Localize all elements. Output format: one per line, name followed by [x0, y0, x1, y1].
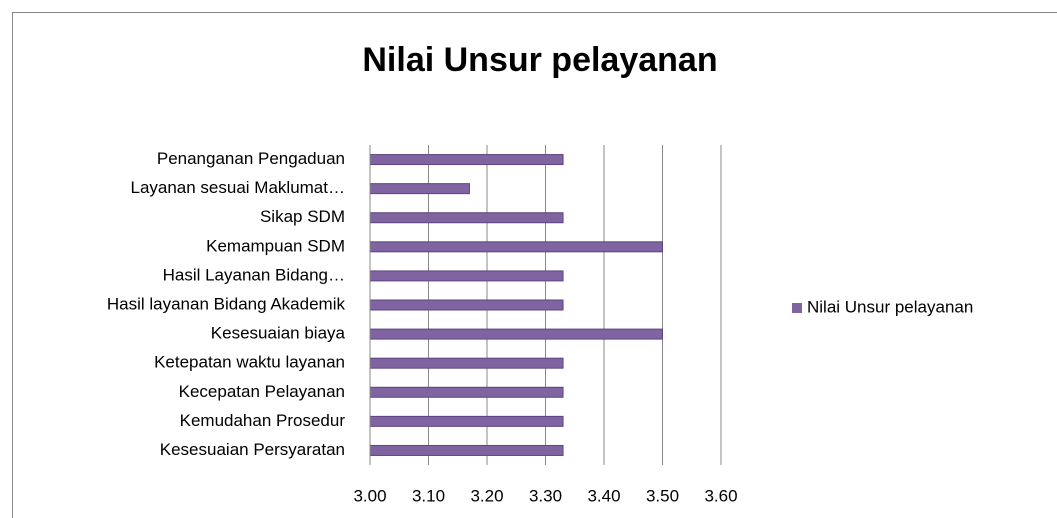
y-tick-label: Kemudahan Prosedur — [180, 411, 346, 430]
chart-title: Nilai Unsur pelayanan — [362, 41, 717, 79]
legend-swatch — [792, 303, 802, 313]
x-tick-label: 3.30 — [529, 486, 562, 505]
y-tick-label: Kecepatan Pelayanan — [179, 382, 345, 401]
bar — [369, 386, 564, 398]
y-tick-label: Kemampuan SDM — [206, 236, 345, 255]
bar — [369, 357, 564, 369]
x-tick-label: 3.00 — [353, 486, 386, 505]
bar — [369, 270, 564, 282]
y-tick-label: Sikap SDM — [260, 207, 345, 226]
y-tick-label: Penanganan Pengaduan — [157, 149, 345, 168]
bar — [369, 299, 564, 311]
x-tick-label: 3.50 — [646, 486, 679, 505]
y-tick-label: Hasil layanan Bidang Akademik — [107, 294, 346, 313]
x-tick-label: 3.10 — [412, 486, 445, 505]
legend-label: Nilai Unsur pelayanan — [807, 297, 973, 316]
bar — [369, 415, 564, 427]
x-tick-label: 3.60 — [704, 486, 737, 505]
y-tick-label: Ketepatan waktu layanan — [154, 353, 345, 372]
bar — [369, 328, 663, 340]
y-tick-label: Kesesuaian biaya — [211, 324, 346, 343]
bar — [369, 183, 470, 195]
x-tick-label: 3.40 — [587, 486, 620, 505]
y-tick-label: Hasil Layanan Bidang… — [163, 265, 345, 284]
bar — [369, 444, 564, 456]
y-tick-label: Layanan sesuai Maklumat… — [130, 178, 345, 197]
y-tick-label: Kesesuaian Persyaratan — [160, 440, 345, 459]
bar — [369, 241, 663, 253]
chart-border — [12, 12, 1057, 518]
bar — [369, 154, 564, 166]
x-tick-label: 3.20 — [470, 486, 503, 505]
bar — [369, 212, 564, 224]
